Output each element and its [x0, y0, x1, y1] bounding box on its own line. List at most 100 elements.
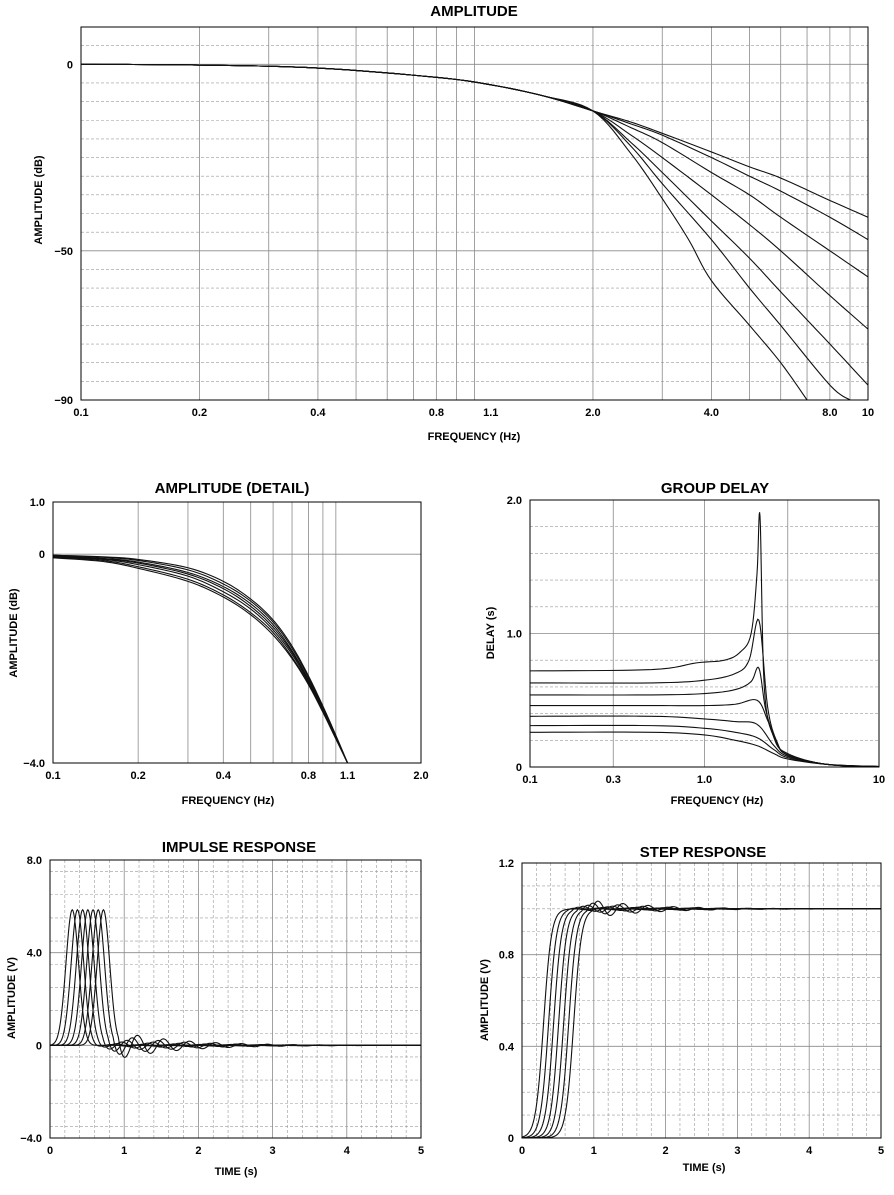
impulse-response-y-axis-label: AMPLITUDE (V): [6, 957, 18, 1039]
x-tick-label: 0.2: [130, 770, 145, 782]
chart-title-step-response: STEP RESPONSE: [640, 844, 766, 861]
series-line: [522, 902, 881, 1139]
group-delay-plot-frame: [529, 499, 880, 768]
x-tick-label: 10: [873, 774, 885, 786]
step-response-x-ticks: 0 1 2 3 4 5: [519, 1145, 884, 1157]
x-tick-label: 0.3: [606, 774, 621, 786]
x-tick-label: 2: [195, 1145, 201, 1157]
step-response-grid: [522, 863, 881, 1138]
x-tick-label: 0.8: [301, 770, 316, 782]
series-line: [52, 554, 349, 764]
step-response-chart: STEP RESPONSE 0 1 2 3 4 5 1.2 0.8 0.4 0 TIME (s)…: [479, 844, 884, 1174]
series-line: [522, 900, 882, 1139]
chart-title-impulse-response: IMPULSE RESPONSE: [162, 839, 316, 856]
x-tick-label: 0.1: [522, 774, 537, 786]
series-line: [52, 555, 349, 764]
x-tick-label: 3: [734, 1145, 740, 1157]
amplitude-detail-grid: [53, 502, 421, 763]
group-delay-curves: [529, 512, 880, 768]
step-response-y-ticks: 1.2 0.8 0.4 0: [499, 858, 515, 1145]
y-tick-label: 1.2: [499, 858, 514, 870]
group-delay-x-axis-label: FREQUENCY (Hz): [671, 795, 764, 807]
step-response-x-axis-label: TIME (s): [683, 1162, 726, 1174]
amplitude-plot-frame: [80, 26, 869, 401]
x-tick-label: 10: [862, 407, 874, 419]
x-tick-label: 2.0: [413, 770, 428, 782]
amplitude-y-ticks: 0 −50 −90: [54, 59, 73, 407]
x-tick-label: 3: [270, 1145, 276, 1157]
y-tick-label: −90: [54, 395, 73, 407]
group-delay-x-ticks: 0.1 0.3 1.0 3.0 10: [522, 774, 885, 786]
group-delay-grid: [530, 499, 879, 767]
y-tick-label: 0: [516, 762, 522, 774]
x-tick-label: 2.0: [585, 407, 600, 419]
x-tick-label: 0.1: [45, 770, 60, 782]
x-tick-label: 1.1: [340, 770, 355, 782]
group-delay-chart: GROUP DELAY 0.1 0.3 1.0 3.0 10 0 1.0 2.0 FREQU…: [485, 480, 885, 807]
y-tick-label: 1.0: [30, 497, 45, 509]
x-tick-label: 2: [663, 1145, 669, 1157]
x-tick-label: 4.0: [704, 407, 719, 419]
amplitude-grid: [81, 27, 868, 400]
impulse-response-plot-frame: [49, 859, 422, 1139]
series-line: [52, 556, 349, 764]
step-response-plot-frame: [521, 862, 882, 1139]
chart-title-amplitude-detail: AMPLITUDE (DETAIL): [155, 480, 310, 497]
y-tick-label: 2.0: [507, 495, 522, 507]
x-tick-label: 5: [418, 1145, 424, 1157]
series-line: [52, 557, 349, 764]
amplitude-detail-y-ticks: 1.0 0 −4.0: [23, 497, 45, 770]
amplitude-detail-plot-frame: [52, 501, 422, 764]
x-tick-label: 0: [47, 1145, 53, 1157]
x-tick-label: 4: [806, 1145, 813, 1157]
y-tick-label: −4.0: [20, 1133, 42, 1145]
impulse-response-x-axis-label: TIME (s): [215, 1166, 258, 1178]
amplitude-chart: AMPLITUDE 0.1 0.2 0.4 0.8 1.1 2.0 4.0 8.0 10 0 −5…: [33, 3, 874, 443]
x-tick-label: 5: [878, 1145, 884, 1157]
amplitude-x-axis-label: FREQUENCY (Hz): [428, 431, 521, 443]
x-tick-label: 1.0: [697, 774, 712, 786]
amplitude-detail-x-ticks: 0.1 0.2 0.4 0.8 1.1 2.0: [45, 770, 428, 782]
chart-title-group-delay: GROUP DELAY: [661, 480, 769, 497]
y-tick-label: 0: [67, 59, 73, 71]
y-tick-label: −4.0: [23, 758, 45, 770]
y-tick-label: 4.0: [27, 948, 42, 960]
x-tick-label: 0: [519, 1145, 525, 1157]
impulse-response-y-ticks: 8.0 4.0 0 −4.0: [20, 855, 42, 1145]
y-tick-label: 1.0: [507, 629, 522, 641]
series-line: [50, 908, 422, 1058]
series-line: [529, 512, 880, 768]
x-tick-label: 8.0: [822, 407, 837, 419]
amplitude-x-ticks: 0.1 0.2 0.4 0.8 1.1 2.0 4.0 8.0 10: [73, 407, 874, 419]
x-tick-label: 1.1: [483, 407, 498, 419]
group-delay-y-ticks: 0 1.0 2.0: [507, 495, 522, 774]
y-tick-label: 8.0: [27, 855, 42, 867]
x-tick-label: 1: [121, 1145, 127, 1157]
amplitude-detail-x-axis-label: FREQUENCY (Hz): [182, 795, 275, 807]
series-line: [52, 556, 349, 764]
amplitude-y-axis-label: AMPLITUDE (dB): [33, 155, 45, 245]
chart-title-amplitude: AMPLITUDE: [430, 3, 518, 20]
amplitude-curves: [80, 63, 869, 401]
impulse-response-grid: [50, 860, 421, 1138]
x-tick-label: 1: [591, 1145, 597, 1157]
x-tick-label: 4: [344, 1145, 351, 1157]
amplitude-detail-y-axis-label: AMPLITUDE (dB): [8, 588, 20, 678]
x-tick-label: 0.8: [429, 407, 444, 419]
group-delay-y-axis-label: DELAY (s): [485, 606, 497, 659]
x-tick-label: 0.4: [216, 770, 232, 782]
impulse-response-curves: [49, 908, 422, 1058]
x-tick-label: 0.2: [192, 407, 207, 419]
series-line: [80, 63, 869, 218]
step-response-y-axis-label: AMPLITUDE (V): [479, 959, 491, 1041]
x-tick-label: 3.0: [780, 774, 795, 786]
y-tick-label: 0.4: [499, 1041, 515, 1053]
series-line: [529, 618, 880, 768]
impulse-response-chart: IMPULSE RESPONSE 0 1 2 3 4 5 8.0 4.0 0 −4.0 TIME…: [6, 839, 424, 1178]
x-tick-label: 0.4: [310, 407, 326, 419]
amplitude-detail-chart: AMPLITUDE (DETAIL) 0.1 0.2 0.4 0.8 1.1 2.0 1.…: [8, 480, 429, 807]
series-line: [50, 908, 422, 1055]
y-tick-label: 0: [39, 549, 45, 561]
series-line: [52, 555, 349, 764]
